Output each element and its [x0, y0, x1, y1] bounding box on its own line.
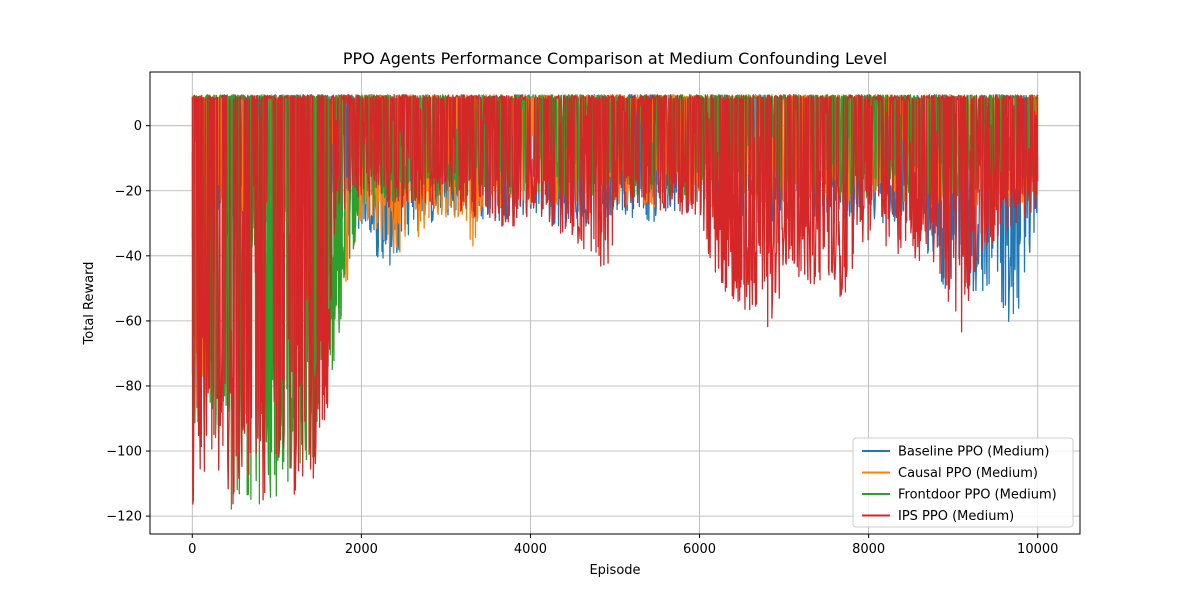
y-tick-label: −40 [115, 249, 142, 264]
y-tick-label: −80 [115, 379, 142, 394]
y-tick-label: 0 [134, 119, 142, 134]
x-tick-label: 6000 [683, 542, 716, 557]
series-layer [191, 94, 1039, 510]
legend: Baseline PPO (Medium) Causal PPO (Medium)… [852, 437, 1074, 528]
series-line [191, 94, 1039, 505]
x-tick-label: 10000 [1017, 542, 1058, 557]
x-tick-label: 4000 [514, 542, 547, 557]
y-tick-label: −20 [115, 184, 142, 199]
y-tick-label: −100 [106, 445, 142, 460]
x-tick-label: 8000 [852, 542, 885, 557]
ticks: 0 2000 4000 6000 8000 10000 −120 −100 −80 −60 −40 −… [106, 119, 1058, 557]
x-tick-label: 2000 [345, 542, 378, 557]
chart-title: PPO Agents Performance Comparison at Med… [343, 49, 887, 68]
legend-label: Baseline PPO (Medium) [898, 445, 1049, 460]
legend-label: IPS PPO (Medium) [898, 509, 1014, 524]
y-axis-label: Total Reward [82, 262, 97, 346]
plot-frame [149, 71, 1081, 535]
y-tick-label: −60 [115, 314, 142, 329]
y-tick-label: −120 [106, 510, 142, 525]
legend-label: Frontdoor PPO (Medium) [898, 488, 1057, 503]
legend-frame [852, 437, 1074, 528]
legend-label: Causal PPO (Medium) [898, 466, 1038, 481]
x-tick-label: 0 [188, 542, 196, 557]
x-axis-label: Episode [589, 563, 640, 578]
